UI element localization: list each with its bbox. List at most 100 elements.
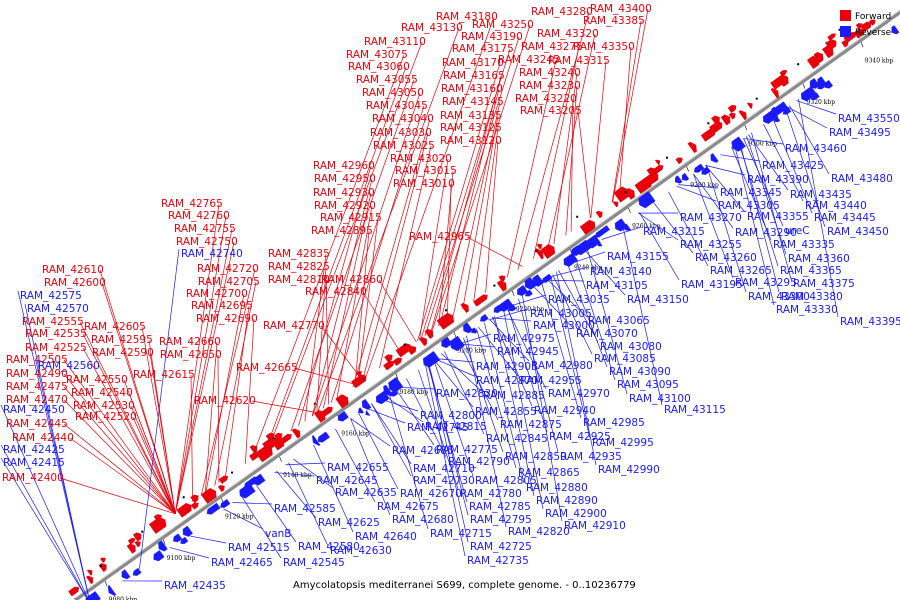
tick-label: 9200 kbp: [458, 348, 487, 355]
reverse-leader-line: [601, 226, 642, 240]
forward-gene-label: RAM_43175: [452, 43, 514, 55]
reverse-gene-label: RAM_42805: [475, 475, 537, 487]
reverse-leader-line: [798, 99, 839, 318]
forward-leader-line: [357, 217, 379, 384]
forward-gene-label: RAM_42490: [6, 368, 68, 380]
misc-feature: [231, 471, 234, 474]
reverse-leader-line: [274, 472, 315, 477]
forward-leader-line: [590, 60, 607, 218]
reverse-gene: [337, 410, 349, 422]
forward-leader-line: [224, 305, 250, 479]
reverse-gene-label: RAM_42845: [486, 433, 548, 445]
forward-gene-label: RAM_43245: [498, 54, 560, 66]
forward-gene-label: RAM_42835: [268, 248, 330, 260]
reverse-gene-label: RAM_43375: [793, 278, 855, 290]
reverse-gene: [674, 175, 683, 184]
reverse-gene: [220, 498, 231, 508]
forward-gene: [579, 219, 596, 235]
forward-gene-label: RAM_43240: [519, 67, 581, 79]
forward-gene: [217, 485, 225, 493]
forward-gene-label: RAM_43050: [362, 87, 424, 99]
reverse-leader-line: [491, 317, 532, 322]
reverse-leader-line: [678, 184, 719, 189]
forward-gene-label: RAM_42920: [314, 200, 376, 212]
misc-feature: [665, 156, 668, 159]
forward-gene: [727, 104, 737, 113]
reverse-gene-label: RAM_43345: [720, 187, 782, 199]
forward-gene: [654, 159, 661, 166]
forward-leader-line: [577, 110, 591, 218]
tick-mark: [395, 373, 399, 379]
reverse-leader-line: [676, 185, 717, 202]
forward-gene: [190, 494, 199, 503]
reverse-gene-label: RAM_43095: [617, 379, 679, 391]
reverse-gene-label: RAM_42890: [536, 495, 598, 507]
forward-gene: [335, 394, 349, 409]
forward-gene-label: RAM_42860: [321, 274, 383, 286]
forward-gene-label: RAM_42600: [44, 277, 106, 289]
forward-leader-line: [466, 236, 523, 267]
forward-gene-label: RAM_43165: [443, 70, 505, 82]
forward-gene-label: RAM_42720: [197, 263, 259, 275]
forward-gene: [279, 433, 292, 445]
reverse-gene: [312, 435, 321, 446]
misc-feature: [445, 309, 448, 312]
reverse-gene-label: RAM_42885: [483, 390, 545, 402]
tick-label: 9320 kbp: [807, 99, 836, 106]
reverse-leader-line: [763, 123, 804, 202]
reverse-leader-line: [0, 444, 89, 600]
reverse-leader-line: [371, 403, 412, 477]
reverse-gene-label: RAM_43440: [805, 200, 867, 212]
tick-mark: [744, 124, 748, 131]
legend: Forward Reverse: [840, 10, 892, 38]
forward-gene: [200, 488, 217, 504]
forward-gene: [249, 445, 258, 454]
forward-leader-line: [430, 75, 502, 332]
reverse-leader-line: [506, 294, 547, 308]
reverse-gene-label: RAM_43140: [590, 266, 652, 278]
reverse-leader-line: [232, 502, 273, 505]
forward-leader-line: [298, 165, 372, 427]
reverse-leader-line: [748, 134, 789, 191]
reverse-gene-label: RAM_43000: [533, 320, 595, 332]
reverse-leader-line: [458, 341, 499, 421]
misc-feature: [755, 97, 758, 100]
reverse-leader-line: [433, 359, 474, 477]
forward-leader-line: [245, 318, 255, 464]
forward-leader-line: [205, 293, 245, 492]
forward-gene: [779, 70, 788, 77]
forward-gene-label: RAM_43130: [401, 22, 463, 34]
reverse-leader-line: [17, 290, 90, 600]
reverse-leader-line: [169, 547, 210, 559]
reverse-leader-line: [693, 173, 734, 279]
forward-leader-line: [128, 392, 176, 514]
forward-leader-line: [217, 354, 220, 483]
forward-leader-line: [79, 321, 176, 514]
reverse-gene: [480, 313, 489, 322]
reverse-gene-label: RAM_43425: [762, 160, 824, 172]
reverse-leader-line: [451, 333, 492, 347]
forward-gene-label: RAM_43030: [370, 127, 432, 139]
reverse-gene: [173, 533, 183, 543]
forward-gene: [86, 575, 94, 585]
reverse-gene: [517, 284, 529, 296]
reverse-gene: [180, 536, 189, 544]
reverse-gene-label: RAM_43115: [664, 404, 726, 416]
forward-gene-label: RAM_42960: [313, 160, 375, 172]
reverse-gene-label: RAM_42820: [508, 526, 570, 538]
reverse-gene-label: RAM_43070: [576, 328, 638, 340]
forward-gene-label: RAM_42810: [268, 274, 330, 286]
forward-gene: [190, 502, 199, 510]
forward-gene-label: RAM_42915: [320, 212, 382, 224]
forward-leader-line: [174, 228, 233, 514]
forward-leader-line: [132, 416, 176, 514]
misc-feature: [707, 122, 710, 125]
forward-gene: [218, 475, 229, 484]
reverse-gene-label: RAM_42995: [592, 437, 654, 449]
forward-gene: [853, 28, 865, 39]
forward-gene-label: RAM_43110: [364, 36, 426, 48]
reverse-gene-label: RAM_42855: [475, 406, 537, 418]
reverse-gene-label: RAM_42875: [500, 419, 562, 431]
tick-label: 9160 kbp: [341, 431, 370, 438]
